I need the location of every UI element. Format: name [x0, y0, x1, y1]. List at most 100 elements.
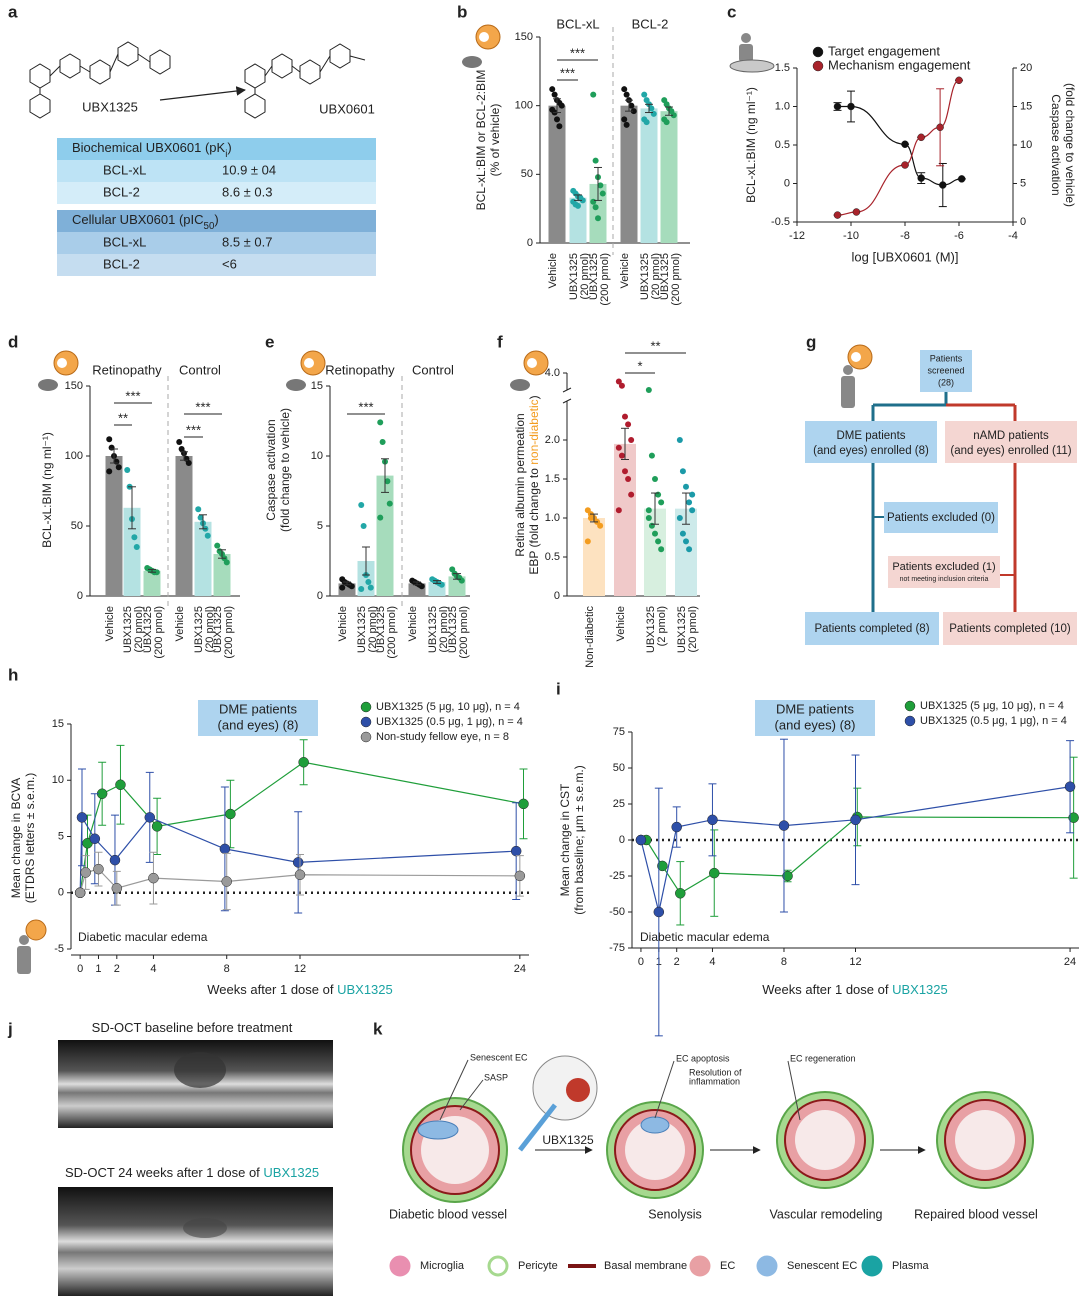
y-tick-label: 1.5 — [545, 473, 560, 485]
y-tick-label: 100 — [65, 450, 83, 462]
table-cell: <6 — [222, 256, 237, 271]
data-point — [901, 161, 909, 169]
y-tick-label: 150 — [65, 380, 83, 392]
data-point — [225, 808, 236, 820]
bar — [194, 521, 212, 596]
data-point — [131, 534, 138, 541]
flow-text: nAMD patients — [973, 430, 1049, 442]
legend-marker — [360, 731, 372, 743]
y-tick-label: -25 — [609, 870, 625, 882]
data-point — [514, 870, 526, 882]
x-tick-label: 24 — [1064, 956, 1076, 968]
data-point — [917, 133, 925, 142]
legend-marker — [904, 700, 916, 712]
data-point — [778, 820, 790, 831]
flow-text: (and eyes) enrolled (8) — [813, 445, 929, 457]
callout: EC regeneration — [790, 1053, 856, 1063]
legend-marker — [360, 701, 372, 713]
flow-text: Patients excluded (0) — [887, 512, 995, 524]
legend-label: UBX1325 (5 μg, 10 μg), n = 4 — [376, 701, 520, 713]
data-point — [707, 814, 718, 826]
annotation: Diabetic macular edema — [78, 930, 208, 944]
legend-label: Basal membrane — [604, 1260, 687, 1272]
data-point — [645, 387, 652, 393]
legend-label: EC — [720, 1260, 735, 1272]
legend-label: Target engagement — [828, 43, 940, 58]
x-tick-label: (20 pmol) — [438, 606, 450, 652]
y-tick-label: 50 — [521, 168, 533, 180]
flow-text: not meeting inclusion criteria — [900, 576, 989, 583]
bar — [143, 570, 161, 596]
data-point — [384, 478, 391, 485]
panel-label: a — [8, 2, 18, 21]
flow-text: Patients excluded (1) — [892, 561, 995, 573]
data-point — [686, 499, 693, 506]
flow-text: Patients completed (8) — [814, 623, 929, 635]
x-tick-label: Vehicle — [337, 606, 349, 641]
axis-title: BCL-xL:BIM (ng ml⁻¹) — [744, 87, 758, 203]
info-box-text: DME patients — [219, 701, 298, 716]
data-point — [676, 437, 683, 443]
data-point — [144, 812, 156, 823]
axis-title: Mean change in CST — [558, 783, 572, 896]
data-point — [458, 577, 465, 584]
stage-label: Vascular remodeling — [769, 1207, 882, 1221]
table-header — [57, 138, 376, 160]
flow-text: (and eyes) enrolled (11) — [950, 445, 1071, 457]
data-point — [850, 814, 861, 826]
data-point — [599, 190, 606, 197]
data-point — [625, 421, 632, 428]
y-tick-label: 25 — [613, 798, 625, 810]
data-point — [852, 208, 861, 216]
callout-line — [787, 1060, 801, 1121]
bar — [175, 456, 193, 596]
data-point — [628, 491, 635, 498]
reaction-arrow — [159, 86, 246, 101]
x-tick-label: 2 — [674, 956, 680, 968]
axis-title: BCL-xL:BIM or BCL-2:BIM — [474, 70, 488, 211]
text-segment: non-diabetic — [527, 399, 541, 464]
x-tick-label: (20 pmol) — [133, 606, 145, 652]
y-tick-label: 15 — [311, 380, 323, 392]
data-point — [663, 119, 670, 126]
bar — [640, 108, 658, 243]
axis-title: Mean change in BCVA — [9, 778, 23, 899]
flow-box — [884, 502, 998, 533]
x-tick-label: 4 — [150, 963, 156, 975]
data-point — [298, 757, 309, 768]
text-segment: ) — [214, 212, 218, 227]
data-point — [615, 444, 622, 451]
data-point — [590, 198, 597, 205]
data-point — [133, 544, 140, 550]
data-point — [623, 121, 630, 128]
text-segment: UBX1325 — [263, 1165, 319, 1180]
y-tick-label: -75 — [609, 942, 625, 954]
data-point — [348, 583, 355, 590]
y-tick-label: -50 — [609, 906, 625, 918]
data-point — [418, 583, 425, 590]
text-segment: 50 — [204, 221, 215, 232]
data-point — [833, 102, 842, 111]
panel-label: j — [7, 1019, 13, 1038]
data-point — [153, 569, 160, 576]
data-point — [223, 559, 230, 566]
y-tick-label: 50 — [613, 762, 625, 774]
significance: *** — [358, 399, 373, 414]
data-point — [652, 476, 658, 482]
y-tick-label: 0 — [58, 887, 64, 899]
x-tick-label: (20 pmol) — [204, 606, 216, 652]
text-segment: ) — [227, 140, 231, 155]
info-box-text: (and eyes) (8) — [218, 717, 299, 732]
x-tick-label: (200 pmol) — [223, 606, 235, 659]
data-point — [679, 468, 686, 475]
flow-text: Patients — [930, 353, 963, 363]
data-point — [648, 105, 655, 112]
axis-break — [562, 387, 572, 393]
data-point — [618, 452, 625, 459]
x-tick-label: UBX1325 — [676, 606, 688, 653]
data-point — [635, 834, 647, 846]
x-tick-label: Vehicle — [407, 606, 419, 641]
data-point — [106, 468, 113, 475]
table-header-text: Biochemical UBX0601 (pKi) — [72, 140, 232, 160]
data-point — [124, 467, 131, 473]
